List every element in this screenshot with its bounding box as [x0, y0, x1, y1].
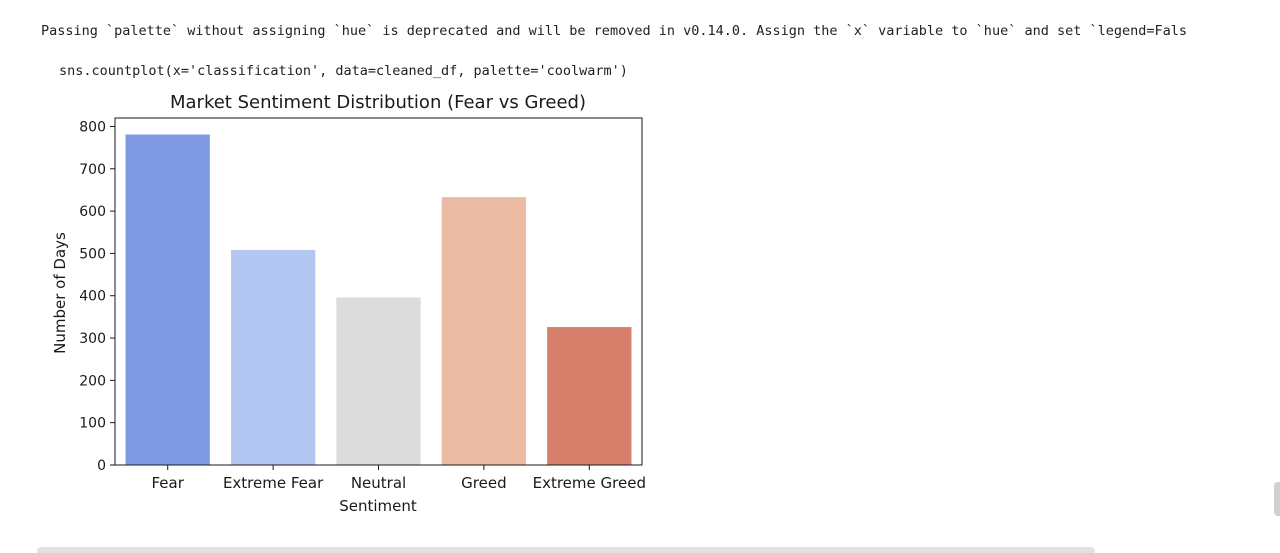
plot-frame: [114, 117, 643, 466]
y-tick-label: 700: [79, 162, 106, 178]
y-tick-label: 100: [79, 416, 106, 432]
deprecation-warning-text: Passing `palette` without assigning `hue…: [41, 23, 1188, 39]
y-tick-label: 400: [79, 289, 106, 305]
scroll-handle[interactable]: [1274, 482, 1280, 516]
bar-extreme-fear: [230, 250, 316, 465]
chart-title: Market Sentiment Distribution (Fear vs G…: [170, 92, 586, 113]
y-tick-label: 500: [79, 246, 106, 262]
bar-neutral: [336, 297, 421, 465]
y-tick-label: 800: [79, 119, 106, 135]
sentiment-bar-chart: Market Sentiment Distribution (Fear vs G…: [51, 92, 646, 515]
x-tick-label: Greed: [461, 474, 506, 492]
code-output-line: sns.countplot(x='classification', data=c…: [59, 63, 628, 79]
y-tick-label: 300: [79, 331, 106, 347]
y-tick-label: 200: [79, 373, 106, 389]
x-tick-label: Extreme Fear: [223, 474, 324, 492]
bar-greed: [441, 197, 527, 465]
x-tick-label: Extreme Greed: [533, 474, 646, 492]
bar-fear: [125, 134, 210, 465]
x-tick-label: Fear: [151, 474, 184, 492]
y-axis-label: Number of Days: [51, 232, 69, 354]
x-axis-label: Sentiment: [339, 497, 417, 515]
y-tick-label: 600: [79, 204, 106, 220]
bar-extreme-greed: [547, 327, 632, 465]
y-axis-ticks: 0 100 200 300 400 500 600 700 800: [79, 119, 115, 474]
y-tick-label: 0: [97, 458, 106, 474]
next-cell-bar: [37, 547, 1095, 553]
x-tick-label: Neutral: [351, 474, 406, 492]
x-axis-ticks: Fear Extreme Fear Neutral Greed Extreme Gree…: [151, 465, 646, 492]
bars-group: [125, 134, 632, 465]
